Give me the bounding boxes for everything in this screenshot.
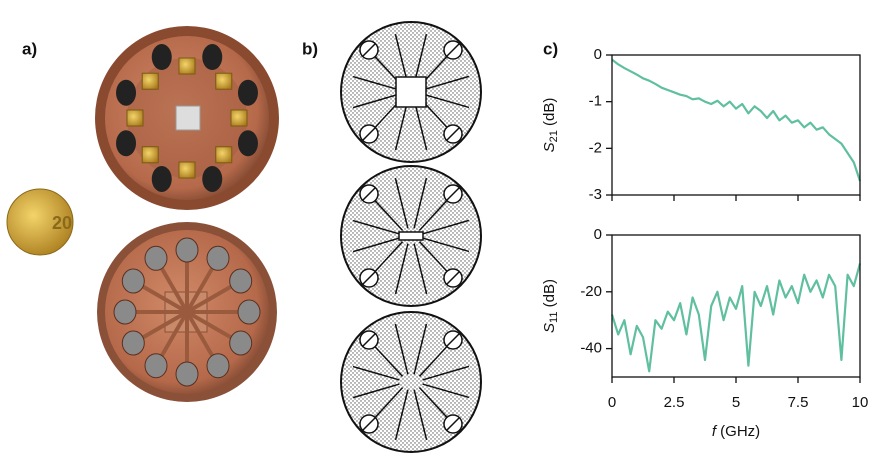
panel-label: c): [543, 39, 558, 58]
subscript: 11: [548, 312, 560, 323]
hole: [238, 80, 258, 106]
x-axis-label: f (GHz): [712, 423, 760, 440]
hole: [176, 238, 198, 262]
hole: [238, 130, 258, 156]
connector: [216, 147, 232, 163]
symbol: S: [541, 142, 558, 152]
connector: [231, 110, 247, 126]
hole: [145, 246, 167, 270]
connector: [127, 110, 143, 126]
x-tick-label: 2.5: [664, 394, 685, 411]
hole: [230, 331, 252, 355]
hole: [114, 300, 136, 324]
x-tick-label: 7.5: [788, 394, 809, 411]
y-tick-label: -2: [589, 139, 602, 156]
hole: [207, 354, 229, 378]
plot-frame: [612, 55, 860, 195]
connector: [142, 147, 158, 163]
hole: [202, 44, 222, 70]
unit: (dB): [541, 98, 558, 131]
hole: [145, 354, 167, 378]
unit: (dB): [541, 279, 558, 312]
panel-label: a): [22, 39, 37, 58]
chip: [399, 232, 423, 240]
hole: [122, 269, 144, 293]
connector: [216, 73, 232, 89]
x-tick-label: 10: [852, 394, 869, 411]
symbol: S: [541, 323, 558, 333]
hole: [122, 331, 144, 355]
photo: 20: [7, 26, 279, 402]
x-tick-label: 5: [732, 394, 740, 411]
hole: [238, 300, 260, 324]
chip: [396, 77, 426, 107]
hole: [230, 269, 252, 293]
connector: [179, 162, 195, 178]
unit: (GHz): [716, 423, 760, 440]
y-tick-label: 0: [594, 46, 602, 63]
panel-label: b): [302, 39, 318, 58]
y-tick-label: -20: [580, 283, 602, 300]
connector: [179, 58, 195, 74]
hole: [152, 166, 172, 192]
data-line: [612, 263, 860, 371]
y-tick-label: -3: [589, 186, 602, 203]
coin-relief: 20: [52, 213, 72, 233]
hole: [116, 80, 136, 106]
disc: [341, 312, 481, 452]
subscript: 21: [548, 130, 560, 142]
y-tick-label: -1: [589, 93, 602, 110]
y-tick-label: 0: [594, 226, 602, 243]
y-axis-label: S11 (dB): [541, 279, 560, 333]
figure: a) b) c) 20 0-1-2-3S21 (dB)0-20-4002.557…: [0, 0, 873, 453]
hole: [202, 166, 222, 192]
hole: [176, 362, 198, 386]
connector: [142, 73, 158, 89]
y-tick-label: -40: [580, 340, 602, 357]
schematic: [341, 22, 481, 452]
hole: [116, 130, 136, 156]
data-line: [612, 60, 860, 181]
page: {"panels": {"a": "a)", "b": "b)", "c": "…: [0, 0, 873, 453]
hole: [207, 246, 229, 270]
y-axis-label: S21 (dB): [541, 98, 560, 153]
hole: [152, 44, 172, 70]
x-tick-label: 0: [608, 394, 616, 411]
